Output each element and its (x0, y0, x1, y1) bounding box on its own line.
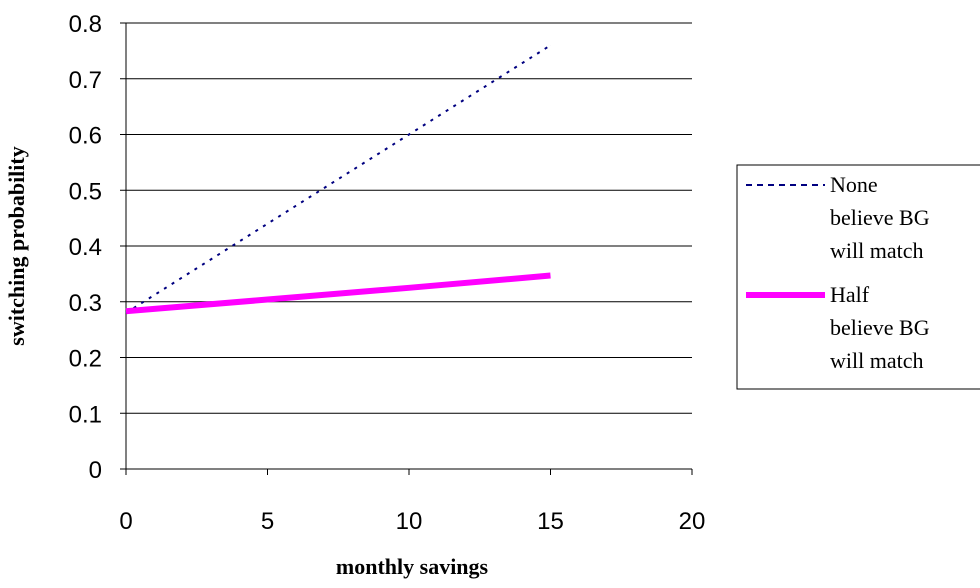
series-line-1 (125, 272, 551, 315)
tick-labels: 0 0.1 0.2 0.3 0.4 0.5 0.6 0.7 0.8 0 5 10 15 20 (69, 11, 706, 535)
legend-box (736, 164, 980, 390)
y-tick-label-8: 0.8 (69, 11, 102, 38)
legend: None believe BG will match Half believe BG wi… (736, 164, 980, 390)
x-axis-title: monthly savings (336, 554, 489, 579)
gridlines (126, 22, 692, 414)
y-tick-label-5: 0.5 (69, 178, 102, 205)
series-layer (125, 44, 552, 315)
legend-label-0-line-2: will match (830, 238, 923, 263)
y-tick-label-6: 0.6 (69, 123, 102, 150)
x-tick-label-0: 0 (119, 508, 132, 535)
x-tick-label-4: 20 (679, 508, 706, 535)
legend-label-1-line-1: believe BG (830, 315, 930, 340)
series-line-0 (125, 44, 552, 314)
legend-label-1-line-0: Half (830, 282, 870, 307)
legend-label-1-line-2: will match (830, 348, 923, 373)
y-tick-label-4: 0.4 (69, 234, 102, 261)
y-tick-label-1: 0.1 (69, 401, 102, 428)
x-tick-label-3: 15 (537, 508, 564, 535)
y-tick-label-0: 0 (89, 457, 102, 484)
legend-label-0-line-1: believe BG (830, 205, 930, 230)
x-tick-label-1: 5 (261, 508, 274, 535)
x-tick-label-2: 10 (396, 508, 423, 535)
legend-label-0-line-0: None (830, 172, 878, 197)
y-axis-title: switching probability (4, 146, 29, 345)
axes (120, 22, 693, 475)
y-tick-label-3: 0.3 (69, 290, 102, 317)
y-tick-label-2: 0.2 (69, 346, 102, 373)
y-tick-label-7: 0.7 (69, 67, 102, 94)
